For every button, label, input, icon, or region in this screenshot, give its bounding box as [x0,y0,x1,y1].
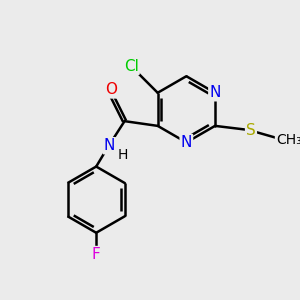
Text: CH₃: CH₃ [276,133,300,147]
Text: N: N [104,138,115,153]
Text: H: H [118,148,128,162]
Text: Cl: Cl [124,59,139,74]
Text: N: N [209,85,221,100]
Text: S: S [246,123,256,138]
Text: N: N [181,135,192,150]
Text: O: O [105,82,117,98]
Text: F: F [92,247,100,262]
